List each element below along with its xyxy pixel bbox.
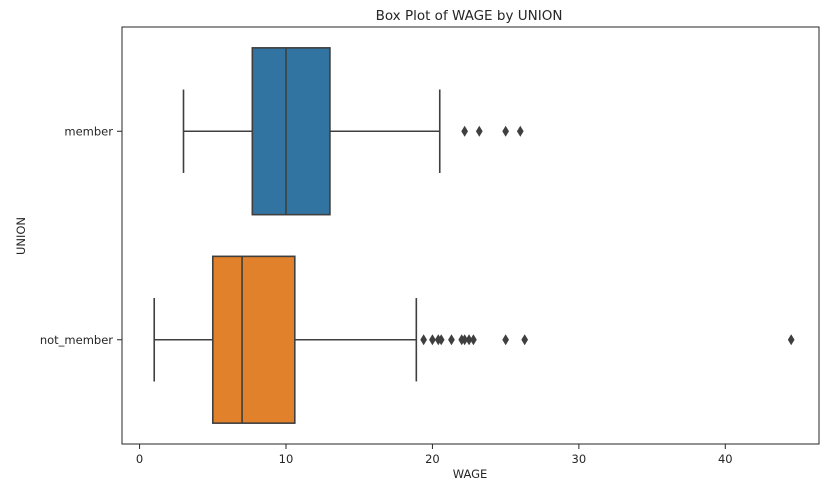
box-group-not_member — [153, 255, 795, 424]
box-group-member — [182, 47, 524, 216]
y-axis-label: UNION — [14, 217, 28, 255]
x-tick-label: 20 — [425, 452, 440, 466]
x-axis-label: WAGE — [453, 467, 488, 480]
iqr-box — [211, 255, 296, 424]
x-tick-label: 10 — [279, 452, 294, 466]
outlier-point — [429, 334, 436, 346]
outlier-point — [465, 334, 473, 346]
outlier-point — [475, 125, 483, 137]
chart-title: Box Plot of WAGE by UNION — [376, 8, 563, 24]
outlier-point — [502, 125, 510, 137]
y-tick-label: member — [64, 124, 113, 138]
outlier-point — [461, 334, 469, 346]
outlier-point — [420, 334, 428, 346]
y-tick-label: not_member — [40, 333, 113, 347]
x-axis: 0 10 20 30 40 — [136, 444, 733, 466]
outlier-point — [521, 334, 529, 346]
plot-frame — [121, 26, 820, 445]
outlier-point — [461, 125, 469, 137]
x-tick-label: 40 — [718, 452, 733, 466]
plot-area — [153, 47, 795, 424]
outlier-point — [787, 334, 795, 346]
outlier-point — [437, 334, 445, 346]
outlier-point — [448, 334, 455, 346]
outlier-point — [516, 125, 524, 137]
outlier-point — [502, 334, 510, 346]
outlier-point — [470, 334, 477, 346]
iqr-box — [251, 47, 331, 216]
x-tick-label: 30 — [572, 452, 587, 466]
y-axis: member not_member — [40, 124, 122, 347]
x-tick-label: 0 — [136, 452, 143, 466]
